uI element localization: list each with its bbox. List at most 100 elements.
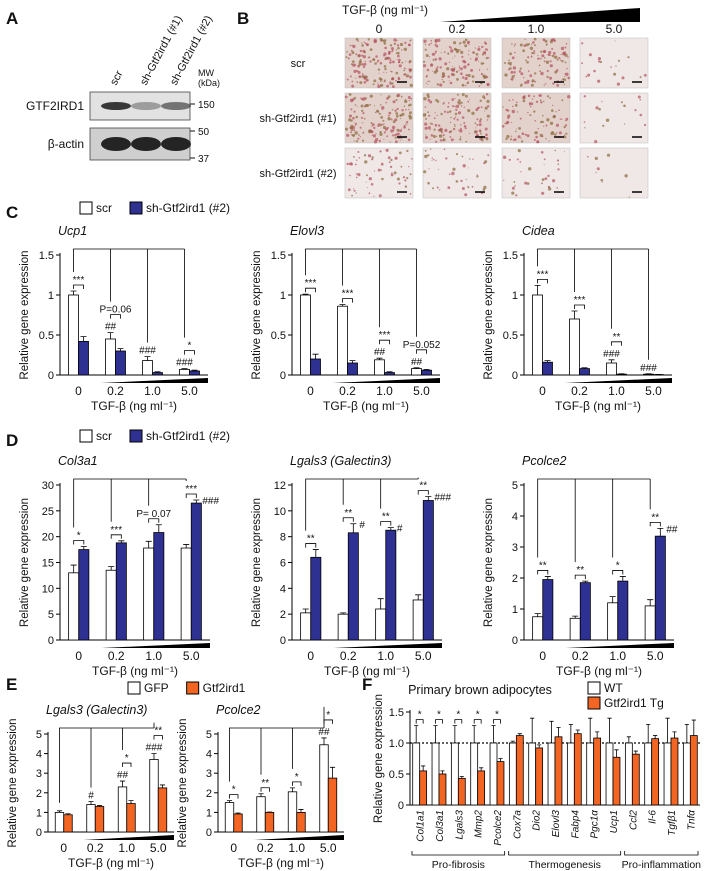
bar <box>593 737 602 806</box>
x-tick-label: 0 <box>307 649 314 663</box>
cell-dot <box>460 101 463 104</box>
dose-ramp <box>101 643 210 648</box>
bar <box>300 294 311 376</box>
cell-dot <box>360 104 364 108</box>
bar <box>327 777 338 833</box>
cell-dot <box>433 117 436 120</box>
cell-dot <box>448 131 451 134</box>
cell-dot <box>454 66 456 68</box>
cell-dot <box>549 54 551 56</box>
cell-dot <box>556 187 558 189</box>
cell-dot <box>465 140 468 143</box>
y-tick-label: 3 <box>206 768 212 780</box>
cell-dot <box>588 53 592 57</box>
cell-dot <box>408 43 411 47</box>
cell-dot <box>523 77 525 79</box>
cell-dot <box>539 99 542 102</box>
bar <box>654 535 666 641</box>
significance-bracket <box>473 719 482 724</box>
group-bracket <box>624 851 699 856</box>
cell-dot <box>567 95 571 99</box>
cell-dot <box>561 99 564 102</box>
cell-dot <box>358 75 362 79</box>
cell-dot <box>644 123 647 127</box>
bar <box>143 547 155 641</box>
cell-dot <box>471 185 474 188</box>
error-bar <box>302 293 309 295</box>
significance-bracket <box>73 284 84 289</box>
cell-dot <box>453 123 456 126</box>
cell-dot <box>520 171 522 173</box>
cell-dot <box>401 49 403 51</box>
cell-dot <box>364 42 367 45</box>
cell-dot <box>443 110 447 113</box>
cell-dot <box>352 63 356 67</box>
cell-dot <box>407 104 411 107</box>
cell-dot <box>639 76 642 79</box>
annotation: * <box>456 710 460 721</box>
significance-bracket <box>185 493 197 498</box>
cell-dot <box>482 95 486 99</box>
x-tick-label: 1.0 <box>377 649 394 663</box>
annotation: * <box>295 772 299 783</box>
cell-dot <box>533 37 537 41</box>
cell-dot <box>533 52 536 55</box>
error-bar <box>421 765 426 771</box>
cell-dot <box>531 51 534 55</box>
cell-dot <box>357 137 360 140</box>
cell-dot <box>375 138 379 142</box>
cell-dot <box>435 68 438 71</box>
cell-dot <box>508 99 511 102</box>
cell-dot <box>471 111 475 116</box>
bar <box>515 735 524 806</box>
cell-dot <box>526 61 529 64</box>
cell-dot <box>429 122 432 125</box>
cell-dot <box>472 52 475 54</box>
cell-dot <box>440 112 443 116</box>
cell-dot <box>470 58 472 60</box>
cell-dot <box>535 100 539 104</box>
y-tick-label: 4 <box>206 749 212 761</box>
cell-dot <box>507 114 511 119</box>
cell-dot <box>551 54 555 58</box>
cell-dot <box>396 128 400 132</box>
cell-dot <box>533 50 535 52</box>
cell-dot <box>456 118 459 121</box>
cell-dot <box>395 52 398 54</box>
cell-dot <box>366 43 370 46</box>
cell-dot <box>471 75 475 78</box>
legend-swatch <box>79 429 93 443</box>
cell-dot <box>558 109 560 111</box>
annotation: *** <box>110 525 122 536</box>
cell-dot <box>564 75 566 78</box>
cell-dot <box>543 56 546 59</box>
group-label: Pro-fibrosis <box>432 859 485 871</box>
cell-dot <box>366 174 368 177</box>
cell-dot <box>350 63 353 66</box>
cell-dot <box>541 191 545 195</box>
bar <box>374 359 385 376</box>
cell-dot <box>543 158 546 161</box>
x-tick-label: 0.2 <box>108 649 125 663</box>
error-bar <box>647 599 654 606</box>
cell-dot <box>445 157 448 160</box>
cell-dot <box>449 121 452 124</box>
legend-swatch <box>587 681 601 695</box>
error-bar <box>349 360 356 363</box>
cell-dot <box>359 126 362 129</box>
micrograph <box>579 147 649 199</box>
micrograph <box>422 147 492 199</box>
cell-dot <box>543 125 545 127</box>
cell-dot <box>392 100 396 104</box>
cell-dot <box>406 74 410 78</box>
cell-dot <box>527 79 530 82</box>
cell-dot <box>407 96 411 99</box>
cell-dot <box>390 82 394 85</box>
x-tick-label: 0.2 <box>257 841 274 855</box>
annotation: * <box>437 710 441 721</box>
cell-dot <box>393 171 397 175</box>
error-bar <box>575 729 580 734</box>
y-tick-label: 20 <box>42 532 54 544</box>
cell-dot <box>477 55 479 57</box>
cell-dot <box>405 123 407 125</box>
